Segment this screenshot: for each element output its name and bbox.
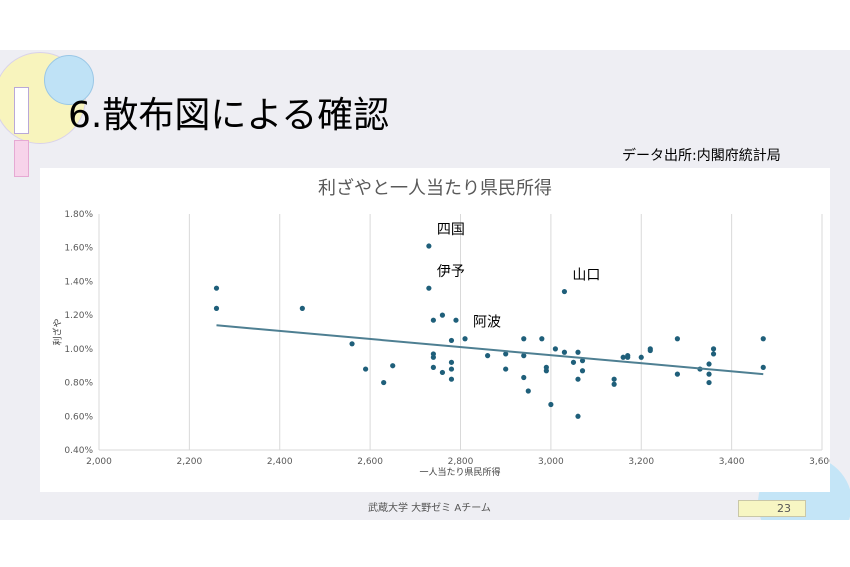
data-point [363,366,369,372]
x-tick-label: 3,600 [809,457,830,467]
x-axis-label: 一人当たり県民所得 [419,466,500,478]
data-point [561,349,568,355]
data-point [390,363,396,369]
x-tick-label: 3,200 [628,457,654,467]
data-point [448,359,455,365]
data-point [552,346,558,352]
data-point [620,354,626,360]
data-point [706,371,712,377]
data-point [647,347,653,354]
data-point [503,351,509,357]
data-point [525,388,531,394]
data-point [706,361,712,367]
y-tick-label: 1.60% [64,244,93,254]
data-point [579,358,586,364]
data-point [710,351,717,357]
data-point [448,366,455,372]
data-point [381,379,387,386]
slide-title: 6.散布図による確認 [68,95,390,136]
y-tick-label: 0.60% [64,412,93,422]
decorative-blue-circle [44,55,94,105]
x-tick-label: 2,800 [448,457,474,467]
data-point [760,364,766,370]
data-point [426,243,432,249]
data-point [674,371,681,377]
data-point [611,381,617,387]
data-point [611,376,617,382]
data-point [521,374,527,381]
footer-text: 武蔵大学 大野ゼミ Aチーム [368,503,491,514]
data-point [503,366,509,372]
data-point [439,369,446,376]
y-tick-label: 1.20% [64,311,93,321]
data-point [462,336,468,342]
y-tick-label: 0.80% [64,379,93,389]
y-axis-label: 利ざや [52,318,64,345]
x-tick-label: 3,000 [538,457,564,467]
point-annotation: 四国 [437,222,465,238]
y-tick-label: 0.40% [64,446,93,456]
y-axis-tick-labels: 0.40% 0.60% 0.80% 1.00% 1.20% 1.40% 1.60% 1.80% [64,210,93,456]
x-tick-label: 2,600 [357,457,383,467]
y-tick-label: 1.80% [64,210,93,220]
data-point [453,317,459,323]
data-point [448,376,455,382]
data-point [575,413,581,419]
decorative-white-bar [14,87,29,134]
chart-container: 利ざやと一人当たり県民所得 0.40% 0.60% 0.80% 1.00% 1.20% 1… [40,168,830,492]
scatter-points [213,243,766,419]
point-annotation: 伊予 [437,264,465,280]
point-annotation: 山口 [572,268,600,284]
data-point [561,288,568,295]
data-point [539,336,545,342]
data-point [579,368,586,374]
y-tick-label: 1.40% [64,277,93,287]
data-point [213,285,220,291]
data-point [543,368,549,374]
scatter-chart: 利ざやと一人当たり県民所得 0.40% 0.60% 0.80% 1.00% 1.20% 1… [52,177,831,478]
x-tick-label: 2,000 [86,457,112,467]
data-point [760,336,766,342]
data-point [349,341,355,347]
point-annotation: 阿波 [473,315,501,331]
x-tick-label: 3,400 [719,457,745,467]
data-point [426,285,432,291]
trendline [216,324,764,376]
chart-title: 利ざやと一人当たり県民所得 [318,177,552,199]
data-point [706,379,712,386]
data-point [575,349,581,355]
data-point [710,346,717,352]
data-point [430,364,436,370]
decorative-pink-bar [14,140,29,177]
data-point [638,354,644,360]
data-point [674,336,681,342]
data-point [448,337,455,344]
data-point [521,336,527,342]
page-number: 23 [738,500,806,517]
gridlines [98,214,823,450]
data-point [521,353,527,359]
x-tick-label: 2,200 [176,457,202,467]
data-point [548,401,554,408]
data-point [570,359,577,365]
x-tick-label: 2,400 [267,457,293,467]
data-source-note: データ出所:内閣府統計局 [622,148,781,164]
data-point [575,376,581,382]
data-point [485,353,491,359]
data-point [439,312,446,318]
data-point [625,354,631,360]
y-tick-label: 1.00% [64,345,93,355]
data-point [430,317,436,323]
data-point [430,354,436,360]
slide: 6.散布図による確認 データ出所:内閣府統計局 利ざやと一人当たり県民所得 0.… [0,50,850,520]
x-axis-tick-labels: 2,000 2,200 2,400 2,600 2,800 3,000 3,200 3,400… [86,457,830,467]
data-point [299,305,305,311]
data-point [213,305,220,311]
